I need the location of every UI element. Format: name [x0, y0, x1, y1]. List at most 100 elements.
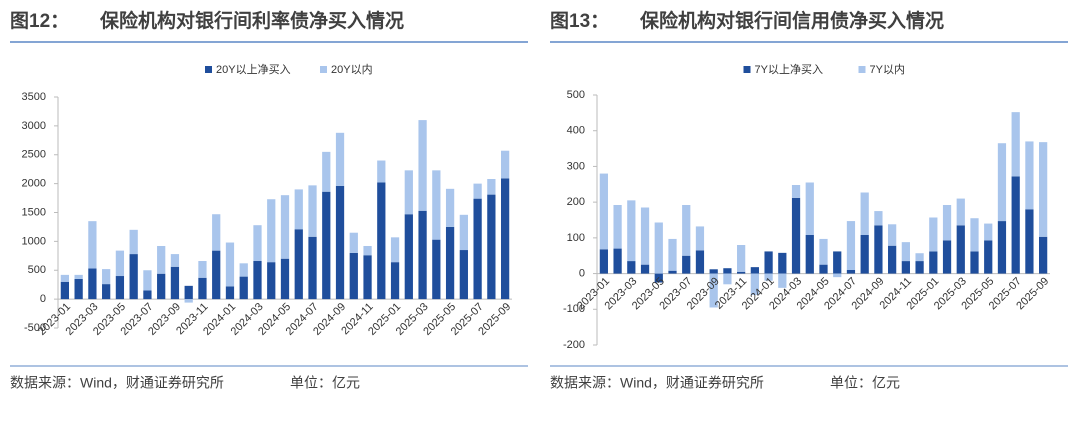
bar [874, 225, 883, 274]
y-tick-label: 300 [567, 160, 585, 172]
bar [143, 290, 152, 300]
bar [459, 214, 468, 251]
bar [970, 218, 979, 252]
bar [613, 248, 622, 274]
bar [599, 249, 608, 274]
y-tick-label: 500 [28, 264, 46, 276]
bar [970, 251, 979, 274]
bar [613, 205, 622, 249]
bar [942, 240, 952, 274]
bar [640, 264, 650, 274]
bar [997, 143, 1007, 222]
bar [322, 191, 331, 300]
bar [157, 245, 166, 274]
bar [1011, 112, 1020, 177]
bar [404, 214, 413, 300]
bar [184, 285, 193, 300]
bar [1025, 209, 1034, 274]
bar [915, 261, 924, 274]
y-tick-label: -200 [563, 339, 585, 351]
bar [432, 170, 441, 240]
bar [74, 274, 83, 279]
bar [860, 235, 869, 274]
figure-number: 图12： [10, 10, 69, 32]
y-tick-label: 1000 [22, 235, 46, 247]
bar [1025, 141, 1034, 210]
bar [349, 232, 358, 253]
bar [984, 223, 993, 241]
y-tick-label: 2000 [22, 178, 46, 190]
bar [239, 263, 248, 277]
bar [901, 242, 910, 262]
bar [915, 253, 924, 262]
bar [805, 182, 814, 235]
bar [88, 221, 97, 269]
bar [1039, 236, 1048, 274]
bar [874, 211, 883, 226]
bar [198, 261, 207, 278]
bar [225, 242, 235, 287]
bar [212, 214, 221, 251]
bar [102, 269, 111, 285]
bar [212, 250, 221, 300]
bar [115, 276, 125, 300]
bar [473, 198, 482, 300]
bar [349, 252, 358, 300]
legend-swatch [205, 66, 212, 73]
bar [599, 173, 608, 250]
bar [322, 151, 331, 192]
bar [929, 217, 938, 252]
bar [363, 255, 372, 300]
bar [627, 200, 636, 262]
bar [833, 273, 842, 278]
bar [709, 269, 718, 274]
bar [280, 258, 290, 300]
bar [335, 185, 345, 300]
y-tick-label: 500 [567, 89, 585, 101]
bar [723, 273, 732, 285]
bar [390, 262, 400, 300]
bar [668, 270, 677, 274]
bar [764, 251, 773, 274]
legend-swatch [320, 66, 327, 73]
chart-title: 保险机构对银行间信用债净买入情况 [639, 9, 944, 32]
bar [60, 281, 70, 300]
bar [267, 199, 276, 263]
y-tick-label: 100 [567, 232, 585, 244]
source: 数据来源：Wind，财通证券研究所 [10, 375, 224, 391]
bar [888, 245, 897, 274]
bar [737, 245, 746, 272]
bar [750, 273, 759, 295]
chart-title: 保险机构对银行间利率债净买入情况 [99, 9, 404, 32]
bar [308, 185, 317, 237]
bar [778, 273, 787, 288]
bar [737, 271, 746, 274]
figure-number: 图13： [550, 10, 609, 32]
bar [294, 229, 303, 300]
bar [157, 273, 166, 300]
bar [1011, 176, 1020, 274]
bar [791, 197, 801, 274]
bar [115, 250, 125, 277]
bar [129, 254, 138, 300]
bar [239, 276, 248, 300]
bar [929, 251, 938, 274]
unit: 单位：亿元 [290, 375, 360, 391]
bar [170, 254, 180, 267]
bar [682, 255, 691, 274]
bar [294, 189, 303, 230]
bar [500, 150, 510, 179]
y-tick-label: 3500 [22, 91, 46, 103]
bar [819, 238, 828, 265]
bar [709, 273, 718, 308]
legend-label: 7Y以内 [870, 62, 905, 76]
bar [377, 182, 386, 300]
bar [445, 188, 455, 227]
bar [682, 205, 691, 256]
bar [791, 185, 801, 198]
source: 数据来源：Wind，财通证券研究所 [550, 375, 764, 391]
bar [956, 225, 965, 274]
bar [668, 238, 677, 271]
bar [60, 274, 70, 282]
bar [640, 207, 650, 265]
